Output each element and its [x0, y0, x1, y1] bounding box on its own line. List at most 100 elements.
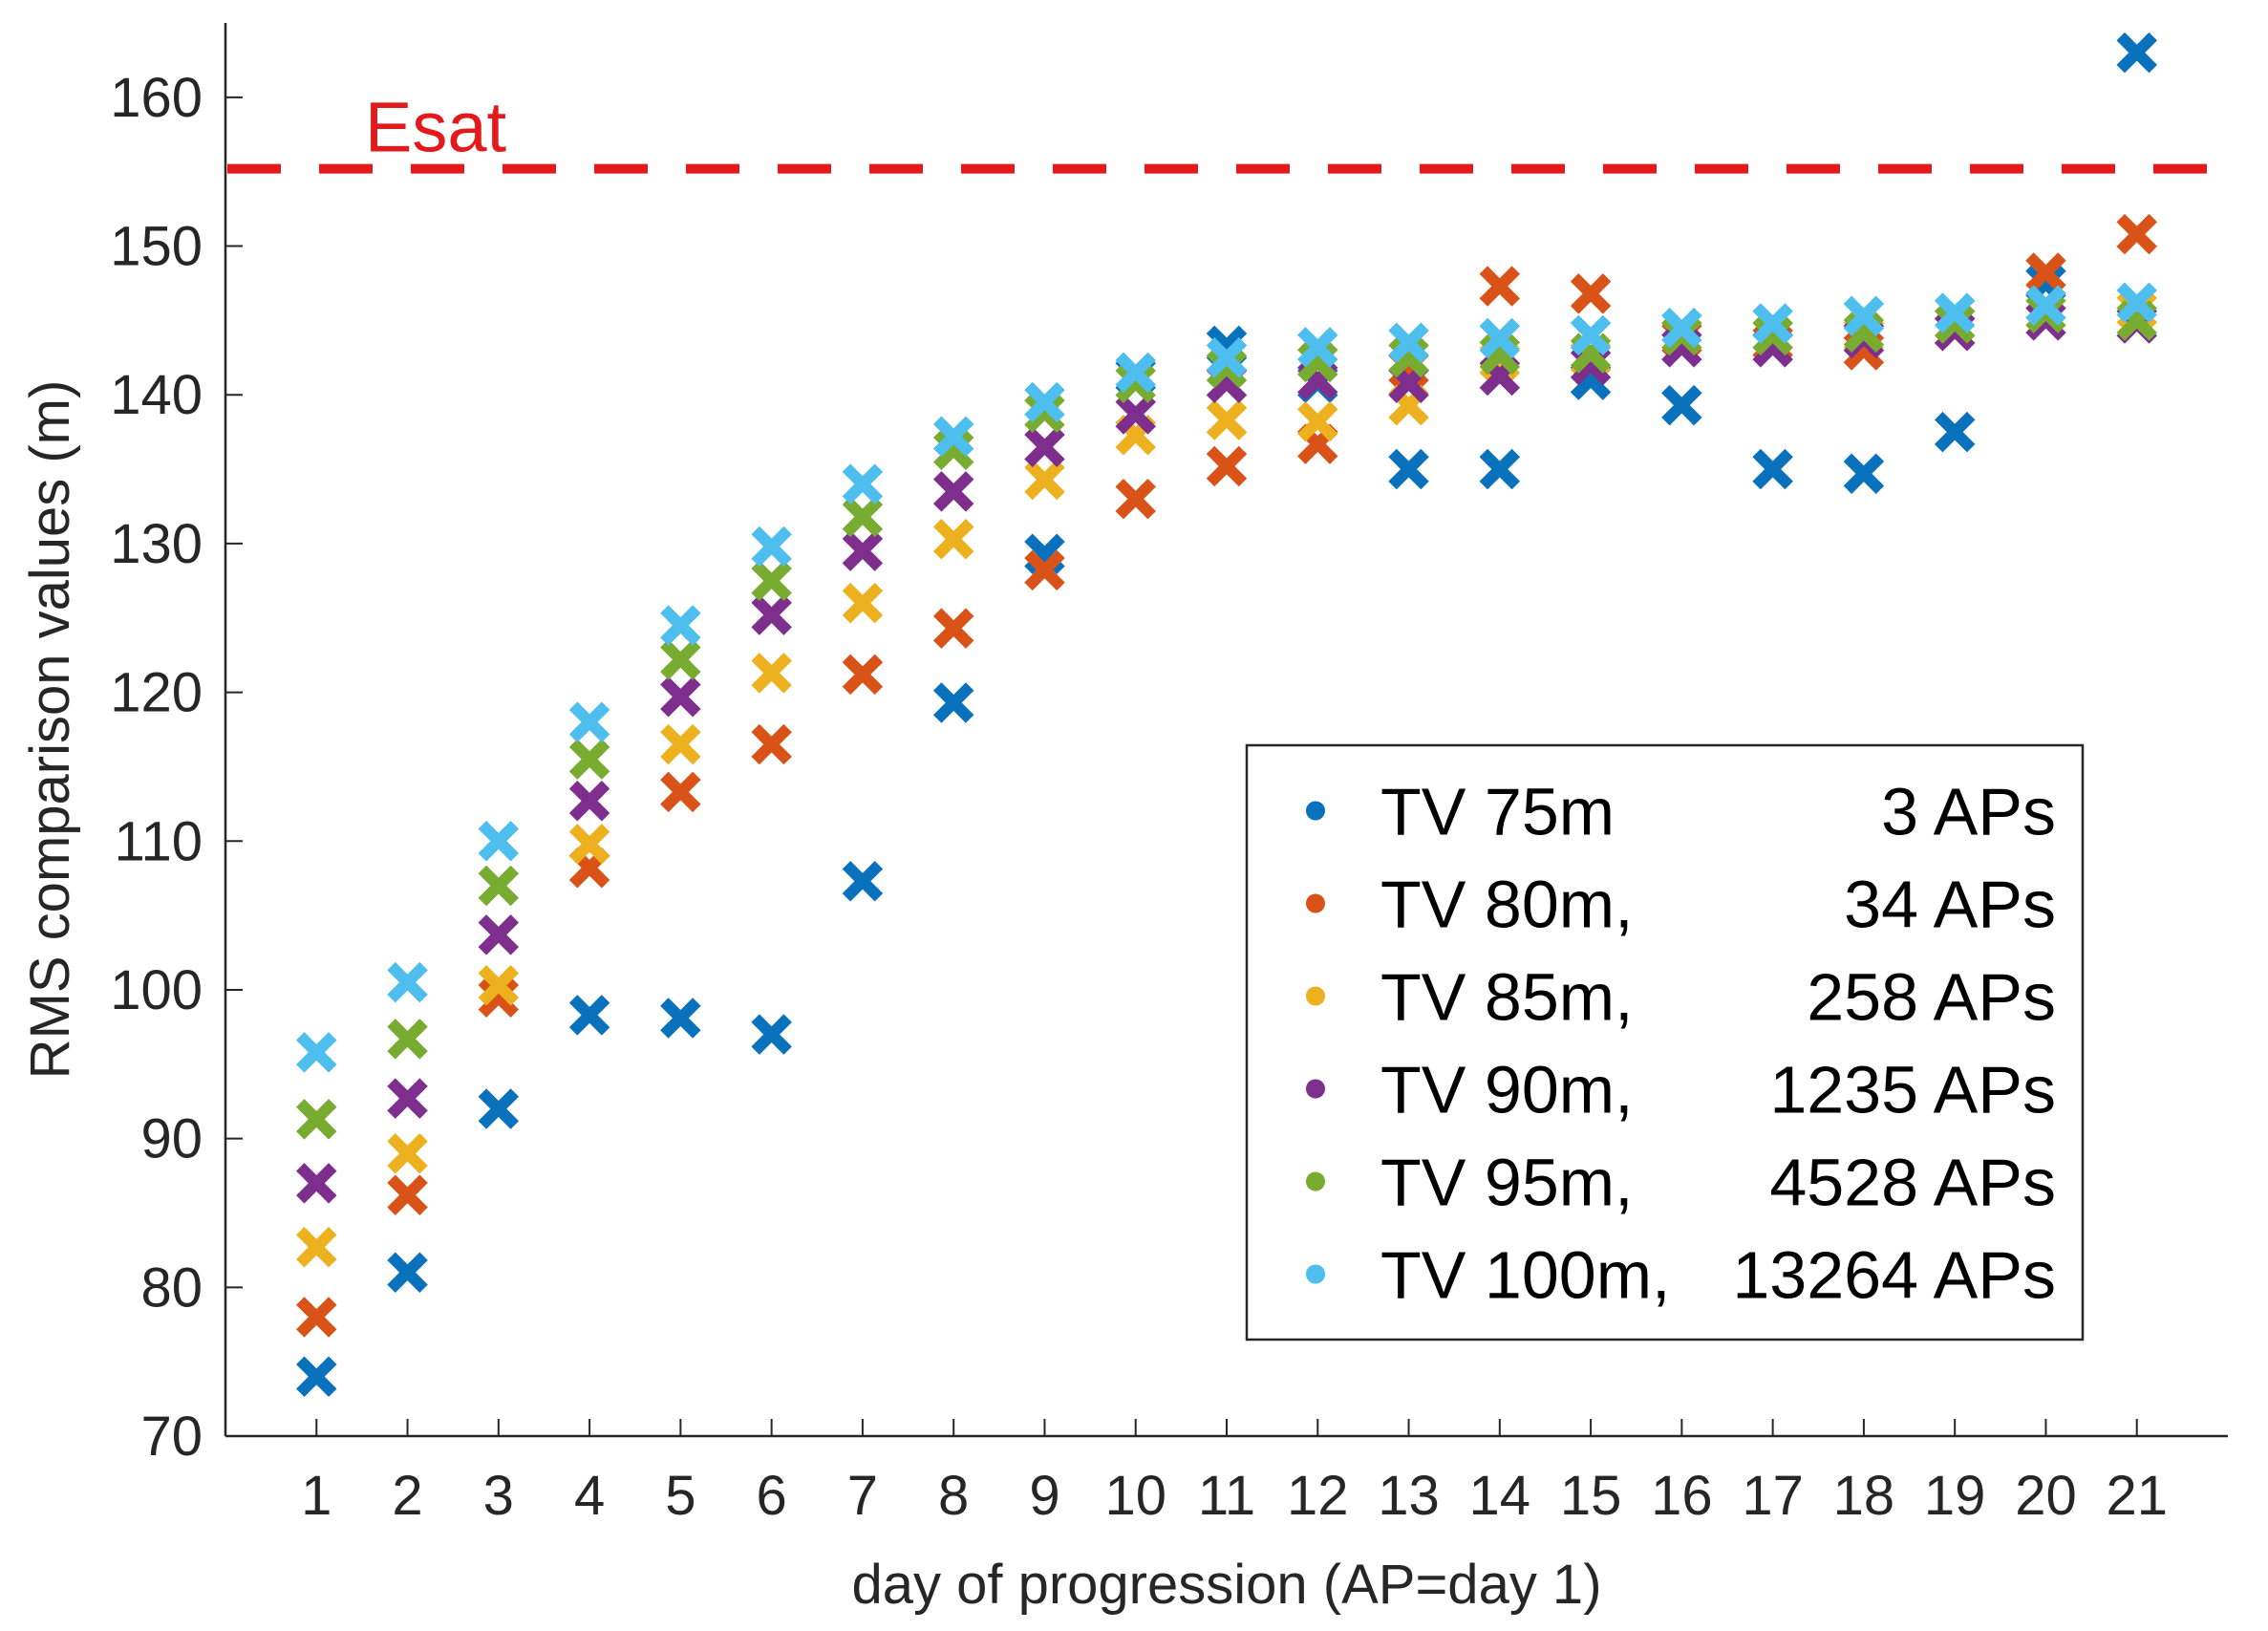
legend-detail: 34 APs — [1844, 868, 2056, 942]
y-tick-label: 150 — [110, 216, 203, 278]
data-point — [387, 961, 428, 1003]
data-point — [932, 608, 974, 649]
data-point — [932, 682, 974, 723]
data-point — [1115, 478, 1156, 520]
data-point — [1934, 411, 1976, 453]
data-point — [1570, 273, 1612, 314]
data-point — [1024, 381, 1065, 423]
data-point — [2116, 282, 2157, 323]
data-point — [387, 1019, 428, 1060]
data-point — [296, 1297, 337, 1338]
data-point — [1479, 317, 1521, 359]
legend-box — [1245, 743, 2085, 1341]
legend-label: TV 80m, — [1380, 868, 1634, 942]
y-tick-label: 130 — [110, 513, 203, 575]
data-point — [568, 824, 610, 865]
y-tick-label: 90 — [140, 1108, 203, 1170]
data-point — [478, 1088, 520, 1129]
legend-marker — [1306, 1171, 1325, 1191]
data-point — [1115, 352, 1156, 394]
data-point — [660, 639, 701, 680]
data-point — [1024, 459, 1065, 501]
data-point — [1661, 384, 1702, 426]
esat-reference-label: Esat — [365, 88, 507, 167]
legend-detail: 13264 APs — [1732, 1238, 2056, 1313]
data-point — [387, 1132, 428, 1174]
x-tick-label: 4 — [574, 1465, 605, 1527]
data-point — [1752, 448, 1793, 490]
data-point — [387, 1078, 428, 1119]
data-point — [1752, 303, 1793, 344]
data-point — [1206, 337, 1248, 378]
x-tick-label: 11 — [1198, 1465, 1255, 1527]
data-point — [387, 1252, 428, 1293]
data-point — [2116, 32, 2157, 74]
legend-marker — [1306, 1079, 1325, 1099]
data-point — [842, 530, 884, 571]
data-point — [932, 518, 974, 560]
legend-marker — [1306, 986, 1325, 1006]
y-tick-label: 140 — [110, 364, 203, 426]
data-point — [842, 463, 884, 504]
data-point — [478, 976, 520, 1018]
data-point — [478, 821, 520, 862]
x-tick-label: 15 — [1560, 1465, 1622, 1527]
x-axis-ticks: 1 2 3 4 5 6 7 8 9 10 11 12 13 14 15 16 17 18 19 20 21 — [301, 1419, 2168, 1527]
data-point — [296, 1227, 337, 1268]
x-tick-label: 19 — [1924, 1465, 1986, 1527]
data-point — [478, 865, 520, 907]
data-point — [2025, 252, 2066, 293]
data-point — [478, 965, 520, 1006]
x-tick-label: 13 — [1378, 1465, 1440, 1527]
data-point — [751, 526, 792, 568]
series-6-markers — [296, 282, 2157, 1073]
legend-detail: 258 APs — [1807, 960, 2056, 1035]
x-tick-label: 16 — [1651, 1465, 1713, 1527]
data-point — [842, 582, 884, 624]
data-point — [387, 1174, 428, 1216]
legend-detail: 4528 APs — [1769, 1146, 2056, 1220]
y-tick-label: 80 — [140, 1256, 203, 1319]
data-point — [568, 701, 610, 742]
legend-marker — [1306, 893, 1325, 913]
data-point — [1479, 448, 1521, 490]
x-tick-label: 7 — [847, 1465, 878, 1527]
data-point — [932, 429, 974, 471]
x-tick-label: 12 — [1287, 1465, 1349, 1527]
data-point — [1388, 322, 1429, 363]
data-point — [296, 1099, 337, 1140]
legend-label: TV 75m — [1380, 775, 1615, 849]
data-point — [568, 739, 610, 780]
legend-detail: 1235 APs — [1769, 1053, 2056, 1127]
data-point — [1570, 314, 1612, 356]
x-tick-label: 1 — [301, 1465, 332, 1527]
data-point — [751, 723, 792, 765]
legend-detail: 3 APs — [1881, 775, 2056, 849]
data-markers — [296, 32, 2157, 1397]
legend-marker — [1306, 1264, 1325, 1284]
data-point — [1115, 362, 1156, 403]
data-point — [1752, 314, 1793, 356]
data-point — [1115, 394, 1156, 435]
data-point — [932, 471, 974, 512]
legend: TV 75m 3 APs TV 80m, 34 APs TV 85m, 258 APs TV… — [1245, 743, 2085, 1341]
data-point — [1843, 295, 1885, 336]
y-axis-title: RMS comparison values (m) — [19, 380, 81, 1080]
data-point — [1934, 303, 1976, 344]
data-point — [1843, 453, 1885, 494]
data-point — [568, 780, 610, 822]
data-point — [842, 861, 884, 902]
data-point — [296, 1032, 337, 1073]
data-point — [660, 605, 701, 646]
data-point — [2025, 285, 2066, 327]
data-point — [1024, 392, 1065, 434]
data-point — [660, 771, 701, 813]
x-tick-label: 18 — [1833, 1465, 1895, 1527]
legend-label: TV 85m, — [1380, 960, 1634, 1035]
x-tick-label: 9 — [1029, 1465, 1059, 1527]
reference-line-group: Esat — [227, 88, 2228, 174]
data-point — [842, 496, 884, 538]
data-point — [2116, 213, 2157, 255]
x-tick-label: 5 — [665, 1465, 695, 1527]
data-point — [1206, 347, 1248, 389]
